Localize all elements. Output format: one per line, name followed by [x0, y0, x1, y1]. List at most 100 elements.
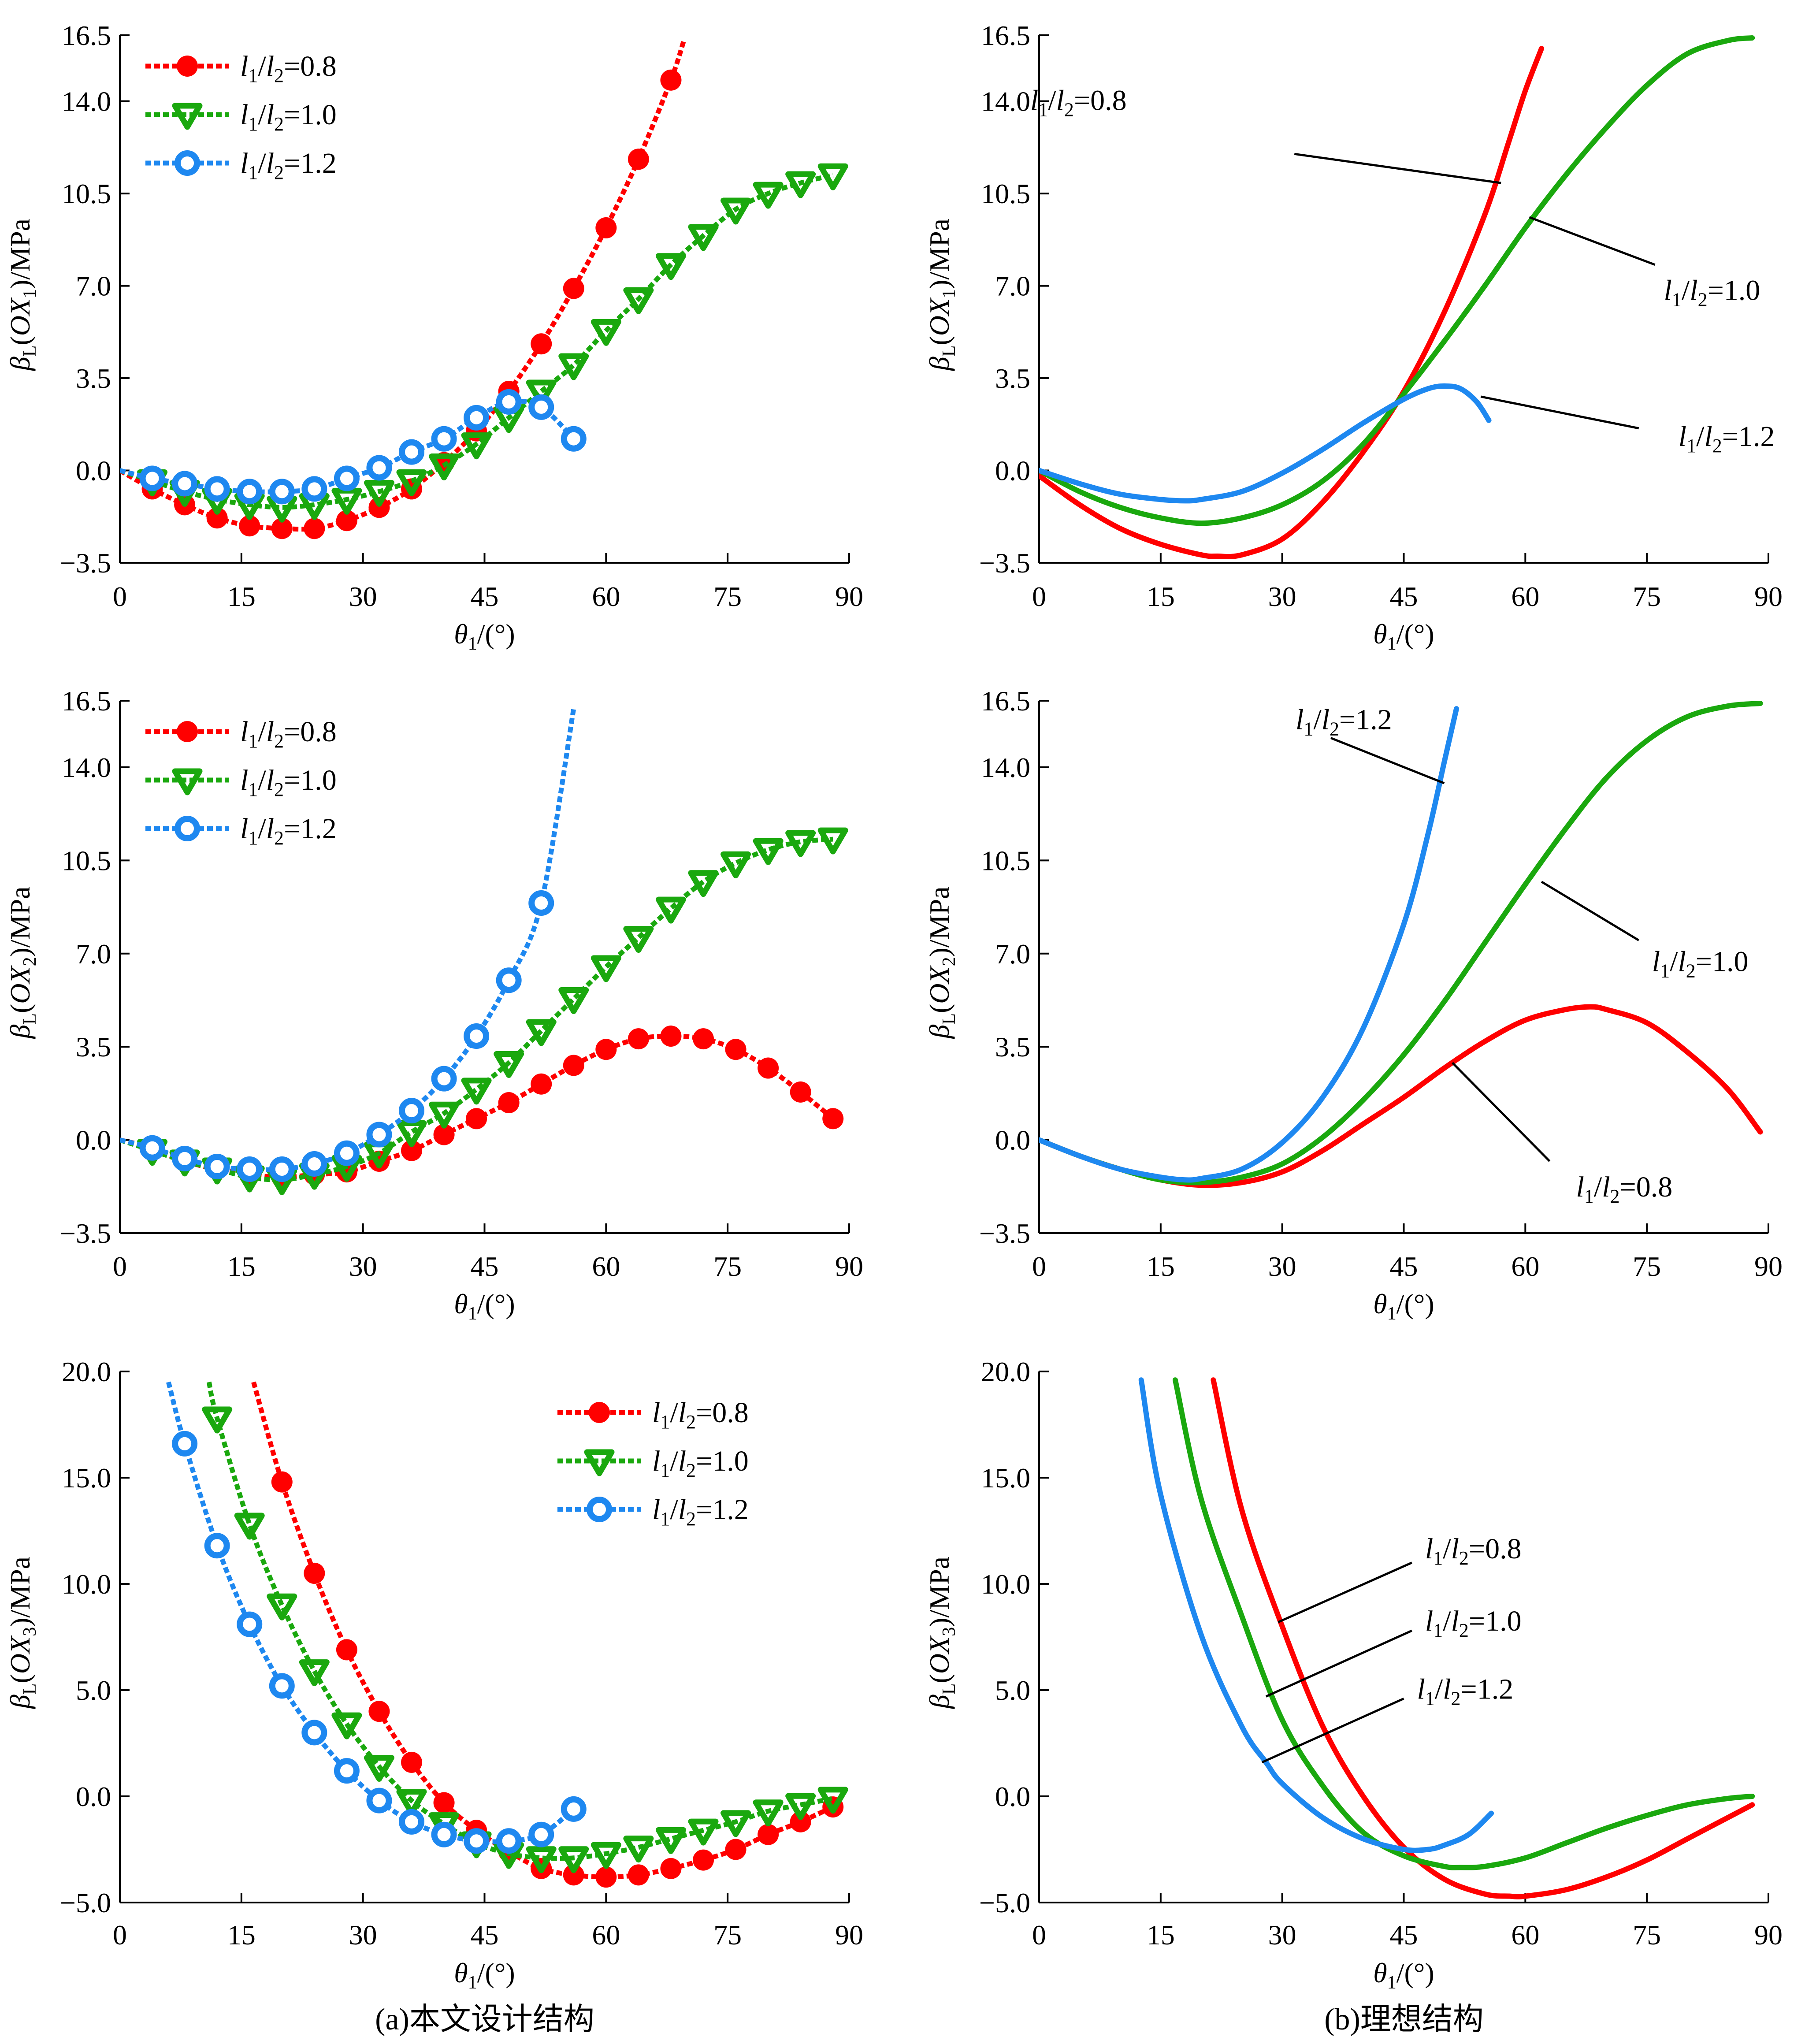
y-tick-label: −3.5 [979, 1218, 1030, 1249]
legend-swatch-marker [177, 721, 198, 742]
panel-b2: 0 15 30 45 60 75 90 −3.5 0.0 3.5 7.0 10.5 14.0 16.5 θ1… [924, 685, 1783, 1324]
series-120.8 [1039, 1004, 1763, 1188]
data-point [785, 830, 816, 857]
data-point [558, 987, 589, 1014]
legend-label: l1/l2=0.8 [652, 1397, 749, 1433]
x-tick-label: 45 [1390, 1919, 1418, 1951]
y-tick-label: 5.0 [76, 1675, 111, 1706]
annotation-label: l1/l2=0.8 [1030, 84, 1127, 120]
y-tick-label: 14.0 [981, 752, 1030, 783]
data-point [237, 1611, 263, 1637]
data-point [204, 1533, 230, 1559]
y-tick-label: 15.0 [62, 1462, 111, 1494]
plot-area [1039, 701, 1763, 1188]
series-curve [1039, 706, 1460, 1183]
series-curve [1039, 45, 1545, 559]
panel-a2: 0 15 30 45 60 75 90 −3.5 0.0 3.5 7.0 10.5 14.0 16.5 θ1… [4, 685, 863, 1324]
x-tick-label: 45 [1390, 1251, 1418, 1282]
y-tick-label: −3.5 [979, 547, 1030, 579]
data-point [399, 1809, 424, 1835]
data-point [595, 1039, 617, 1060]
data-point [753, 1799, 784, 1827]
data-point [139, 465, 165, 491]
x-tick-label: 90 [1754, 1919, 1783, 1951]
x-tick-label: 90 [835, 581, 863, 612]
data-point [531, 333, 552, 355]
plot-area [1039, 35, 1755, 559]
annotation-label: l1/l2=0.8 [1576, 1171, 1673, 1207]
data-point [464, 1828, 490, 1854]
data-point [528, 1821, 554, 1847]
annotation-label: l1/l2=1.2 [1296, 704, 1392, 740]
data-point [301, 1720, 327, 1746]
data-point [496, 1828, 522, 1854]
y-tick-label: 3.5 [76, 363, 111, 394]
data-point [271, 518, 293, 539]
data-point [202, 1406, 233, 1434]
data-point [401, 1140, 422, 1161]
x-tick-label: 90 [835, 1251, 863, 1282]
data-point [464, 405, 490, 431]
data-point [336, 510, 357, 531]
data-point [688, 224, 719, 251]
x-axis-title: θ1/(°) [1373, 618, 1434, 654]
data-point [334, 1140, 360, 1166]
y-axis-title-text: βL(OX3)/MPa [4, 1557, 40, 1710]
data-point [429, 1101, 460, 1129]
y-tick-label: 14.0 [981, 86, 1030, 117]
x-tick-label: 0 [1032, 581, 1046, 612]
series-121.2 [1039, 383, 1492, 504]
data-point [269, 1673, 295, 1699]
x-tick-label: 30 [1268, 1251, 1296, 1282]
data-point [660, 1858, 682, 1879]
data-point [396, 469, 427, 496]
series-120.8 [1039, 45, 1545, 559]
y-axis-title: βL(OX2)/MPa [4, 886, 40, 1039]
x-tick-label: 90 [1754, 1251, 1783, 1282]
data-point [396, 1789, 427, 1816]
series-120.8 [251, 1381, 844, 1888]
data-point [429, 453, 460, 481]
y-axis-title-text: βL(OX1)/MPa [924, 219, 959, 372]
data-point [234, 1513, 265, 1540]
y-tick-label: 16.5 [981, 20, 1030, 51]
data-point [623, 926, 654, 953]
data-point [172, 471, 198, 497]
legend: l1/l2=0.8 l1/l2=1.0 l1/l2=1.2 [145, 716, 337, 849]
y-tick-label: 16.5 [981, 685, 1030, 717]
y-tick-label: 10.5 [981, 845, 1030, 876]
x-tick-label: 60 [592, 1251, 620, 1282]
data-point [464, 1023, 490, 1049]
y-tick-label: 0.0 [995, 1781, 1030, 1812]
annotation-leader [1330, 737, 1445, 784]
data-point [688, 1818, 719, 1846]
caption-a: (a)本文设计结构 [375, 2003, 594, 2037]
x-tick-label: 15 [1147, 1251, 1175, 1282]
data-point [399, 439, 424, 465]
panel-b1: 0 15 30 45 60 75 90 −3.5 0.0 3.5 7.0 10.5 14.0 16.5 θ1… [924, 20, 1783, 654]
data-point [267, 1593, 297, 1620]
data-point [595, 217, 617, 238]
data-point [528, 394, 554, 420]
data-point [628, 149, 649, 170]
y-tick-label: 10.5 [981, 178, 1030, 209]
y-tick-label: 16.5 [62, 20, 111, 51]
annotation-label: l1/l2=0.8 [1425, 1533, 1522, 1569]
data-point [721, 1810, 751, 1837]
data-point [785, 1793, 816, 1820]
y-tick-label: 3.5 [76, 1031, 111, 1063]
annotation-label: l1/l2=1.0 [1652, 946, 1749, 982]
x-tick-label: 30 [349, 1919, 377, 1951]
y-tick-label: 0.0 [995, 1125, 1030, 1156]
data-point [758, 1824, 779, 1845]
data-point [526, 1846, 557, 1873]
data-point [628, 1864, 649, 1886]
x-tick-label: 45 [471, 1251, 499, 1282]
data-point [237, 479, 263, 505]
x-tick-label: 15 [227, 1919, 256, 1951]
y-tick-label: 7.0 [995, 938, 1030, 970]
data-point [591, 955, 621, 982]
data-point [563, 1864, 584, 1886]
y-tick-label: −5.0 [979, 1887, 1030, 1918]
x-tick-label: 15 [1147, 581, 1175, 612]
